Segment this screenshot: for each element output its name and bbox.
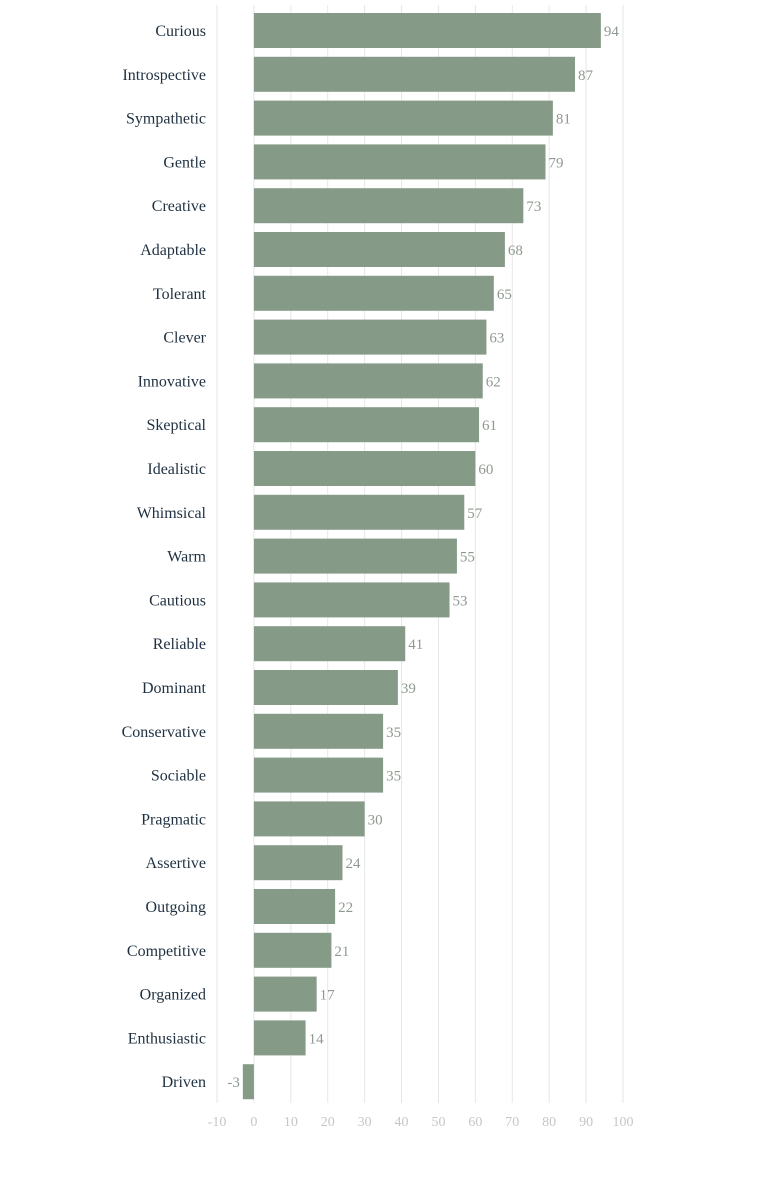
bar	[253, 494, 465, 530]
bar	[253, 932, 332, 968]
x-tick-label: -10	[208, 1115, 227, 1130]
bar	[253, 670, 398, 705]
category-label: Gentle	[163, 154, 206, 171]
value-label: 73	[526, 199, 541, 215]
value-label: 57	[467, 506, 483, 522]
category-label: Organized	[140, 987, 206, 1004]
bar	[253, 232, 505, 267]
bar	[253, 626, 406, 662]
value-label: 65	[497, 287, 512, 303]
bar	[253, 582, 450, 618]
category-label: Driven	[162, 1074, 206, 1091]
value-label: 35	[386, 769, 401, 785]
value-label: 53	[453, 593, 468, 609]
category-label: Pragmatic	[141, 811, 206, 828]
bar	[253, 976, 317, 1012]
bar	[253, 319, 487, 355]
x-tick-label: 20	[321, 1115, 335, 1130]
bars	[242, 13, 601, 1100]
bar	[242, 1064, 254, 1100]
category-label: Tolerant	[153, 286, 207, 303]
value-label: 22	[338, 900, 353, 916]
x-tick-label: 80	[542, 1115, 556, 1130]
value-label: 61	[482, 418, 497, 434]
bar	[253, 363, 483, 399]
value-label: 14	[309, 1031, 325, 1047]
bar	[253, 451, 476, 486]
value-label: 60	[478, 462, 493, 478]
x-tick-label: 0	[250, 1115, 257, 1130]
x-tick-label: 10	[284, 1115, 298, 1130]
value-label: 63	[489, 331, 504, 347]
bar	[253, 845, 343, 881]
category-label: Introspective	[122, 67, 206, 84]
value-label: 24	[345, 856, 361, 872]
category-label: Assertive	[146, 855, 206, 872]
category-label: Warm	[167, 549, 206, 566]
category-label: Competitive	[127, 943, 206, 960]
value-label: 41	[408, 637, 423, 653]
category-label: Idealistic	[147, 461, 206, 478]
category-label: Whimsical	[137, 505, 207, 522]
value-label: 62	[486, 374, 501, 390]
value-label: 87	[578, 68, 594, 84]
category-label: Curious	[155, 23, 206, 40]
category-labels: Curious Introspective Sympathetic Gentle Cre…	[122, 23, 207, 1091]
category-label: Outgoing	[146, 899, 206, 916]
value-label: 55	[460, 550, 475, 566]
bar	[253, 889, 336, 924]
value-labels: 94 87 81 79 73 68 65 63 62 61 60 57 55 53 41 39 35 35 30 24…	[227, 24, 619, 1091]
bar	[253, 1020, 306, 1056]
value-label: 94	[604, 24, 620, 40]
x-tick-label: 50	[431, 1115, 445, 1130]
category-label: Sympathetic	[126, 111, 206, 128]
bar	[253, 13, 601, 48]
value-label: 68	[508, 243, 523, 259]
bar	[253, 757, 384, 793]
category-label: Reliable	[153, 636, 206, 653]
x-tick-label: 70	[505, 1115, 519, 1130]
bar	[253, 801, 365, 837]
bar	[253, 56, 576, 92]
category-label: Conservative	[122, 724, 206, 741]
value-label: 30	[368, 812, 383, 828]
category-label: Clever	[163, 330, 206, 347]
value-label: 35	[386, 725, 401, 741]
category-label: Dominant	[142, 680, 207, 697]
x-tick-label: 90	[579, 1115, 593, 1130]
bar	[253, 100, 553, 136]
bar	[253, 144, 546, 180]
category-label: Skeptical	[146, 417, 206, 434]
x-tick-label: 60	[468, 1115, 482, 1130]
value-label: 79	[548, 155, 563, 171]
bar	[253, 188, 524, 224]
value-label: 81	[556, 112, 571, 128]
category-label: Cautious	[149, 592, 206, 609]
category-label: Sociable	[151, 768, 206, 785]
x-axis-ticks: -10 0 10 20 30 40 50 60 70 80 90 100	[208, 1115, 634, 1130]
value-label: -3	[227, 1075, 240, 1091]
bar	[253, 407, 480, 443]
value-label: 39	[401, 681, 416, 697]
x-tick-label: 30	[358, 1115, 372, 1130]
category-label: Creative	[152, 198, 206, 215]
category-label: Enthusiastic	[128, 1030, 206, 1047]
value-label: 17	[320, 988, 336, 1004]
category-label: Innovative	[138, 373, 206, 390]
x-tick-label: 40	[395, 1115, 409, 1130]
value-label: 21	[334, 944, 349, 960]
bar	[253, 275, 494, 311]
bar	[253, 538, 457, 574]
x-tick-label: 100	[613, 1115, 634, 1130]
bar	[253, 713, 384, 749]
category-label: Adaptable	[140, 242, 206, 259]
